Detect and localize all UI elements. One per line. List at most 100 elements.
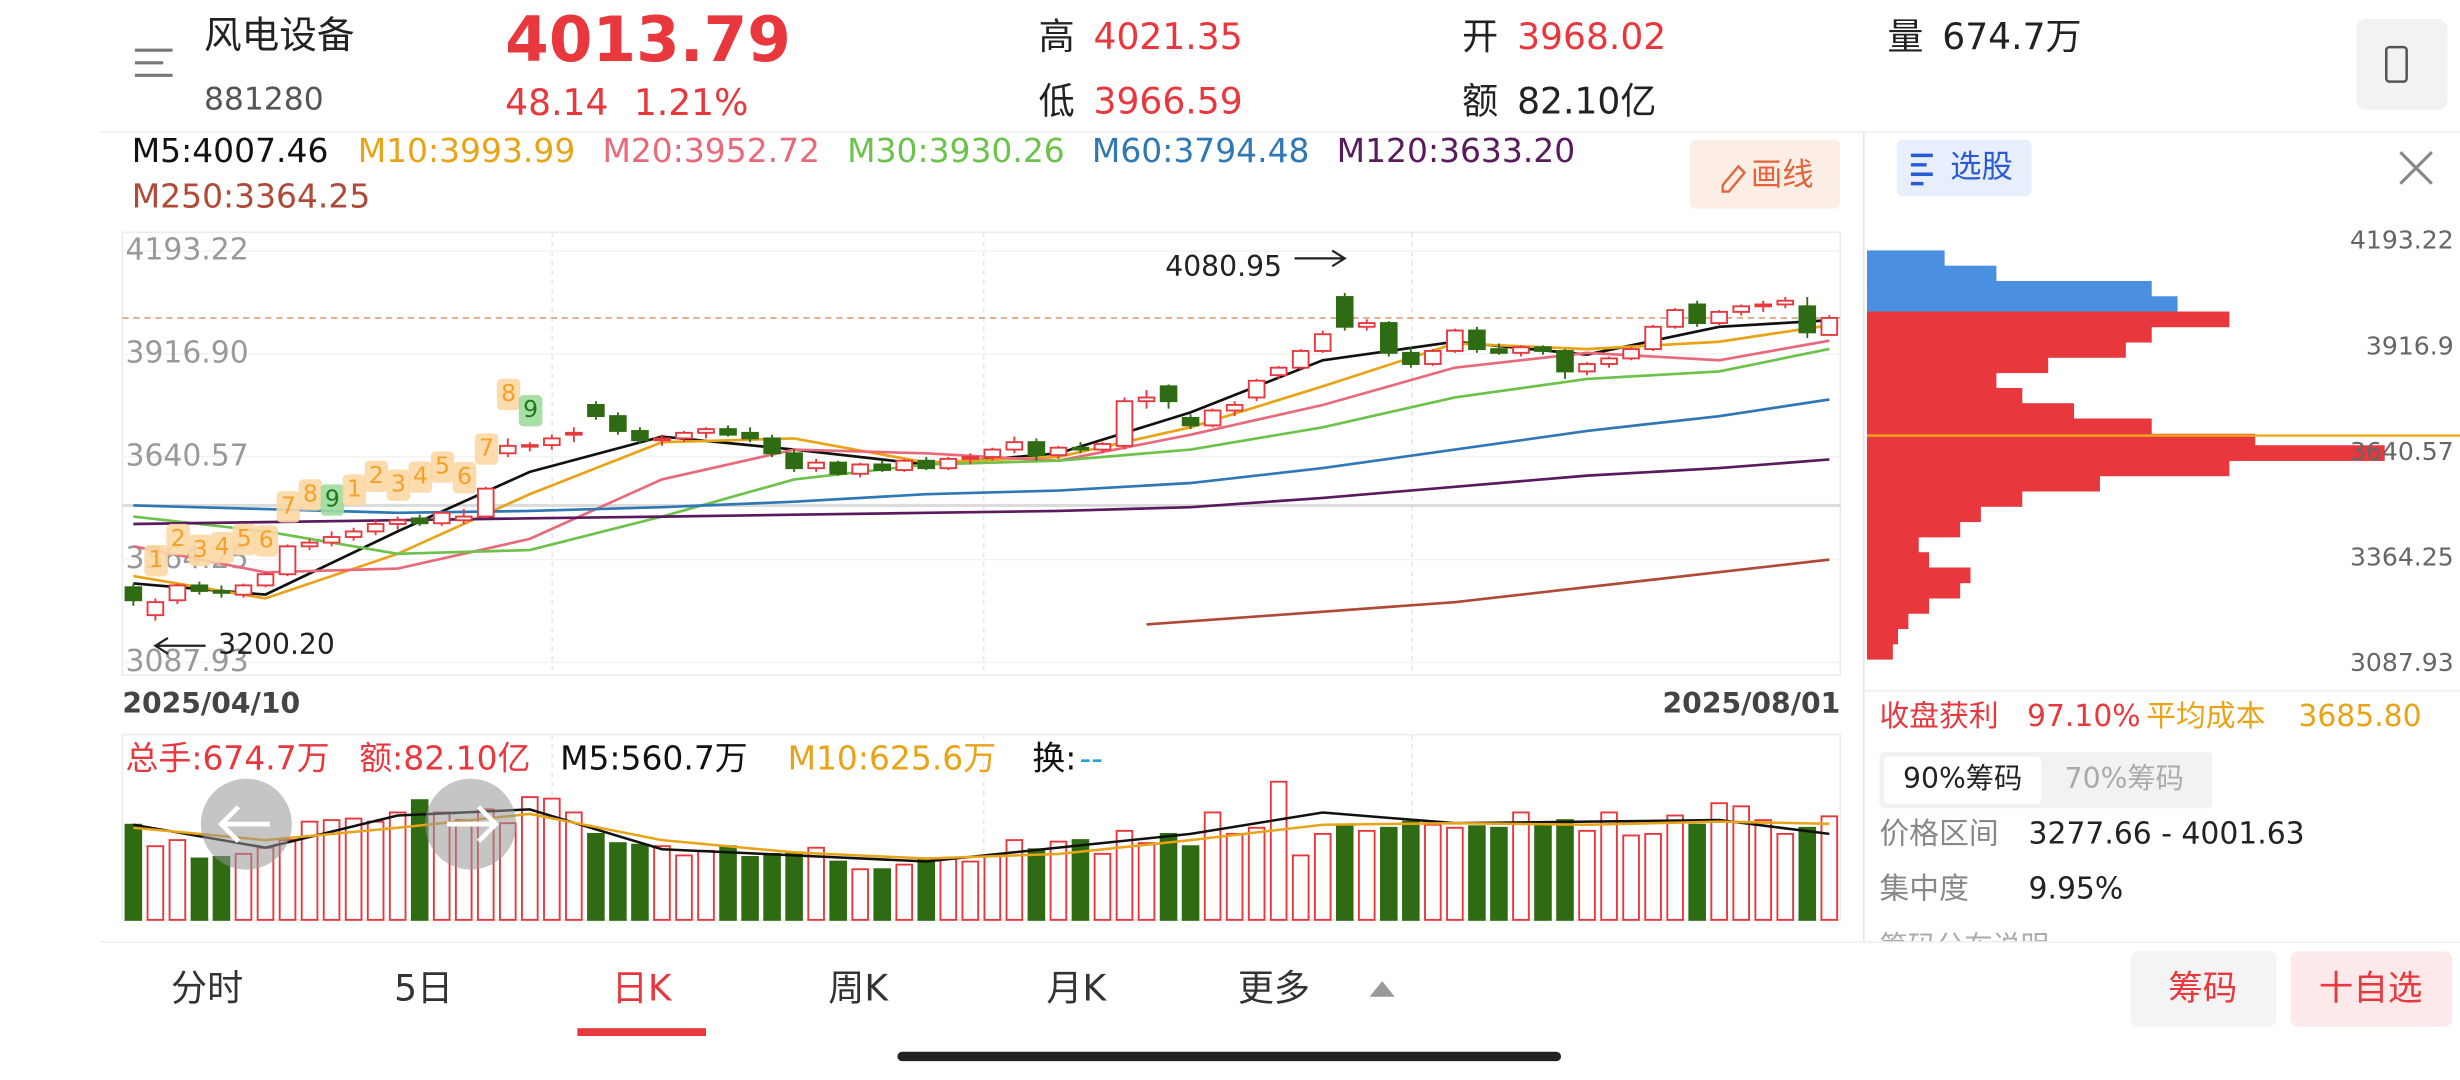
volume-bar <box>146 845 165 921</box>
volume-bar <box>1247 826 1266 921</box>
td-count: 8 <box>303 479 318 507</box>
candle-body <box>1556 350 1574 373</box>
candle-body <box>1049 446 1068 457</box>
candle-body <box>1269 366 1288 377</box>
volume-bar <box>675 854 693 921</box>
chip-bar <box>1866 357 2049 374</box>
td-badge <box>452 462 477 494</box>
volume-legend: 额:82.10亿 <box>359 738 530 777</box>
chip-button[interactable]: 筹码 <box>2130 951 2277 1027</box>
stock-pick-button[interactable]: 选股 <box>1896 139 2032 197</box>
td-count: 4 <box>413 462 428 490</box>
td-badge <box>342 474 367 506</box>
amount-label: 额 <box>1462 81 1498 123</box>
volume-bar <box>1225 832 1244 921</box>
period-tab[interactable]: 5日 <box>394 968 453 1010</box>
chip-tick-label: 3087.93 <box>2350 648 2454 677</box>
amount-value: 82.10亿 <box>1517 81 1656 123</box>
chip-bar <box>1866 475 2100 492</box>
candle-body <box>1203 409 1222 427</box>
candle-body <box>1578 363 1596 373</box>
change: 48.14 <box>505 82 608 124</box>
chip-tick-label: 4193.22 <box>2350 226 2454 255</box>
chip-tab[interactable]: 90%筹码 <box>1884 756 2042 804</box>
td-badge <box>430 451 455 483</box>
volume-bar <box>873 868 892 921</box>
close-button[interactable] <box>2399 151 2433 185</box>
candle-body <box>1071 446 1090 451</box>
td-badge <box>276 491 301 523</box>
td-count: 6 <box>259 525 274 553</box>
candle-body <box>719 428 737 436</box>
candle-body <box>1512 346 1530 354</box>
stock-code: 881280 <box>204 81 324 117</box>
watchlist-button[interactable]: 十自选 <box>2290 951 2453 1027</box>
candle-body <box>1225 403 1244 412</box>
volume-bar <box>917 859 936 921</box>
candle-body <box>1666 309 1684 328</box>
chip-bar <box>1866 342 2126 358</box>
candle-body <box>1798 305 1817 334</box>
ma-legend: M120:3633.20 <box>1337 131 1576 170</box>
td-badge <box>144 545 168 577</box>
cost-label: 平均成本 <box>2146 699 2265 734</box>
volume-frame <box>121 733 1842 921</box>
period-tab[interactable]: 更多 <box>1238 968 1310 1010</box>
volume-bar <box>168 839 187 921</box>
ma-line <box>133 398 1830 515</box>
scroll-right-button[interactable] <box>425 778 517 870</box>
volume-bar <box>1291 854 1310 921</box>
button-label: 筹码 <box>2168 969 2237 1009</box>
pencil-icon <box>1721 164 1747 193</box>
turnover-value: -- <box>1079 738 1103 777</box>
candle-body <box>1357 322 1376 328</box>
volume-bar <box>631 843 649 921</box>
volume-bar <box>785 851 803 921</box>
volume-legend: M10:625.6万 <box>788 738 997 777</box>
td-count: 7 <box>479 434 494 462</box>
volume-bar <box>521 796 539 921</box>
open-value: 3968.02 <box>1517 16 1666 58</box>
period-tab[interactable]: 日K <box>612 968 673 1010</box>
candle-body <box>609 415 627 432</box>
button-label: 十自选 <box>2319 969 2423 1009</box>
volume-bar <box>1093 852 1112 921</box>
candle-body <box>300 541 319 548</box>
candle-body <box>939 457 958 470</box>
candle-body <box>785 452 803 470</box>
candle-body <box>1622 348 1640 360</box>
period-tab[interactable]: 月K <box>1046 968 1107 1010</box>
draw-line-button[interactable]: 画线 <box>1689 139 1841 209</box>
chip-tab[interactable]: 70%筹码 <box>2065 762 2184 795</box>
screen-rotate-button[interactable] <box>2356 18 2448 110</box>
candle-body <box>454 515 473 522</box>
candle-body <box>1688 303 1706 325</box>
ma-legend: M5:4007.46 <box>132 131 329 170</box>
chip-bar <box>1866 567 1971 584</box>
volume-bar <box>1490 826 1508 921</box>
volume-bar <box>1644 832 1662 921</box>
volume-bar <box>344 817 363 921</box>
volume-bar <box>939 857 958 921</box>
period-tab[interactable]: 周K <box>828 968 889 1010</box>
volume-bar <box>719 845 737 921</box>
volume-bar <box>543 797 561 921</box>
candle-body <box>1137 396 1156 403</box>
candle-body <box>1027 441 1046 457</box>
candle-body <box>190 584 209 592</box>
volume-bar <box>697 849 715 921</box>
scroll-left-button[interactable] <box>200 778 292 870</box>
candle-body <box>1776 299 1795 306</box>
volume-bar <box>1115 829 1134 921</box>
low-value: 3966.59 <box>1094 81 1243 123</box>
y-tick-label: 3640.57 <box>126 438 249 473</box>
candle-body <box>653 437 671 442</box>
candle-body <box>1424 350 1442 365</box>
candle-body <box>1468 329 1486 351</box>
period-tab[interactable]: 分时 <box>171 968 243 1010</box>
volume-bar <box>1005 839 1024 921</box>
candle-body <box>1710 310 1728 325</box>
y-tick-label: 3087.93 <box>126 644 249 679</box>
td-badge <box>320 484 345 516</box>
menu-button[interactable] <box>134 48 173 77</box>
